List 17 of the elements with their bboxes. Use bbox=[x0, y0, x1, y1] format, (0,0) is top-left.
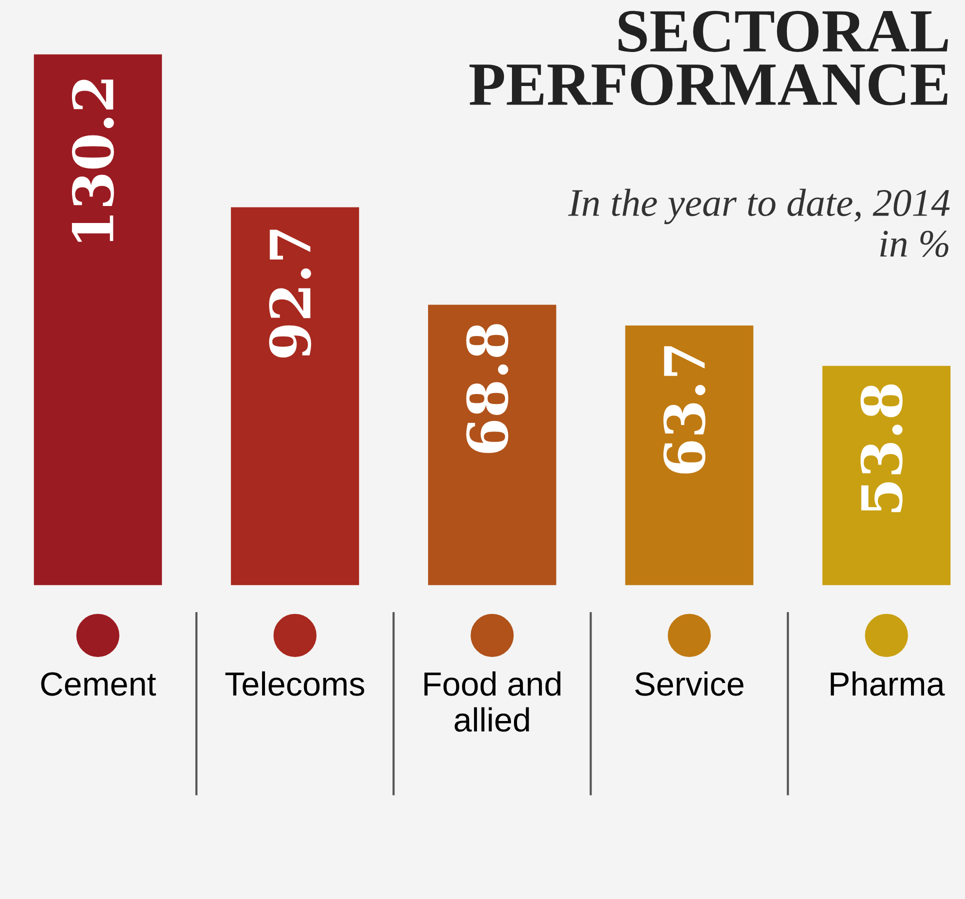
data-label: 68.8 bbox=[466, 324, 508, 453]
x-tick-label: Pharma bbox=[830, 671, 945, 696]
text: In the year to date, 2014 in % bbox=[568, 188, 950, 258]
bar bbox=[230, 207, 360, 586]
x-tick-label: Service bbox=[635, 671, 744, 696]
bar bbox=[34, 54, 162, 586]
x-tick-label: Cement bbox=[41, 672, 156, 696]
chart-title: SECTORAL PERFORMANCE bbox=[470, 10, 948, 106]
data-label: 92.7 bbox=[269, 230, 312, 358]
x-tick-label: Telecoms bbox=[225, 671, 364, 696]
data-label: 130.2 bbox=[72, 80, 114, 242]
bar bbox=[625, 326, 754, 586]
x-tick-label: Food and allied bbox=[424, 671, 560, 732]
data-label: 53.8 bbox=[860, 384, 903, 512]
data-label: 63.7 bbox=[663, 346, 706, 474]
bar bbox=[822, 366, 951, 586]
bar bbox=[428, 304, 556, 586]
